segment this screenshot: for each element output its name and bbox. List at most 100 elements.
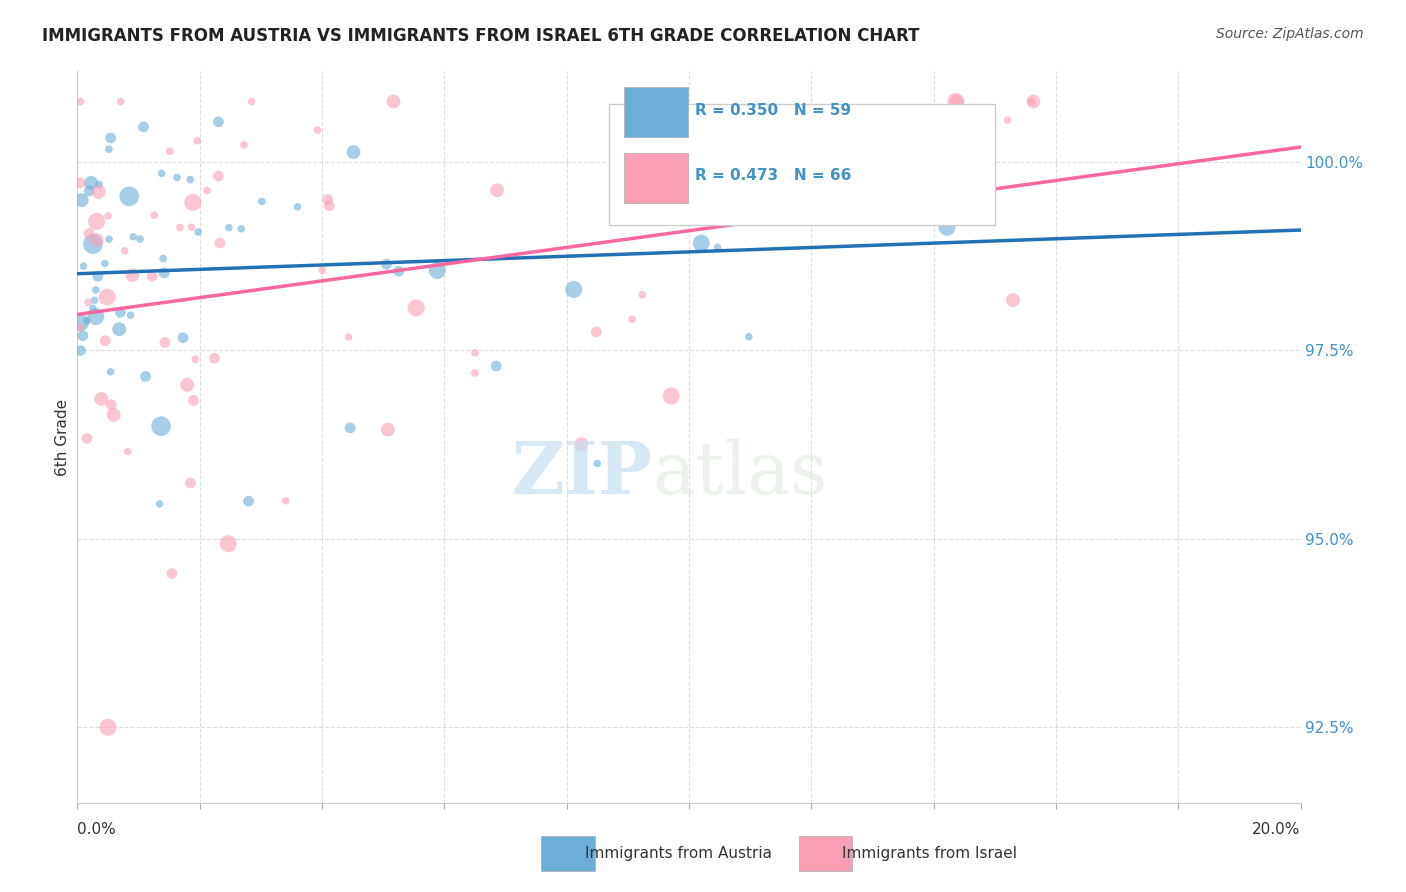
Point [100, 131, 122, 145]
Point [426, 263, 449, 277]
Point [195, 184, 218, 198]
Point [218, 220, 240, 235]
Point [586, 457, 609, 471]
Point [204, 351, 226, 366]
Point [121, 268, 143, 282]
Point [86, 233, 108, 247]
Point [997, 113, 1019, 128]
Point [318, 199, 340, 213]
Point [217, 537, 239, 551]
Text: Immigrants from Austria: Immigrants from Austria [585, 847, 772, 861]
Text: R = 0.473   N = 66: R = 0.473 N = 66 [695, 169, 852, 184]
Point [945, 95, 967, 109]
Point [143, 208, 166, 222]
Text: 20.0%: 20.0% [1253, 822, 1301, 837]
Point [846, 168, 869, 182]
Point [135, 369, 157, 384]
Point [100, 365, 122, 379]
Text: 0.0%: 0.0% [77, 822, 117, 837]
Point [485, 359, 508, 373]
Point [464, 346, 486, 360]
Point [149, 497, 172, 511]
Point [631, 288, 654, 302]
Point [585, 325, 607, 339]
Point [184, 352, 207, 367]
Point [114, 244, 136, 258]
FancyBboxPatch shape [609, 104, 995, 225]
Point [150, 419, 173, 434]
Point [110, 305, 132, 319]
Point [172, 331, 194, 345]
Point [250, 194, 273, 209]
Point [159, 144, 181, 158]
Point [90, 392, 112, 406]
Point [176, 377, 198, 392]
Point [936, 220, 959, 235]
Point [405, 301, 427, 315]
Point [166, 170, 188, 185]
Point [233, 138, 256, 153]
Point [129, 232, 152, 246]
Point [77, 184, 100, 198]
Point [152, 252, 174, 266]
Point [183, 393, 205, 408]
Point [377, 423, 399, 437]
Point [187, 225, 209, 239]
Text: R = 0.350   N = 59: R = 0.350 N = 59 [695, 103, 851, 118]
Point [738, 330, 761, 344]
Text: Source: ZipAtlas.com: Source: ZipAtlas.com [1216, 27, 1364, 41]
Point [179, 475, 201, 490]
Point [76, 432, 98, 446]
Point [72, 328, 94, 343]
Point [141, 269, 163, 284]
Point [100, 398, 122, 412]
Point [83, 293, 105, 308]
Point [97, 142, 120, 156]
Point [69, 176, 91, 190]
Point [186, 134, 208, 148]
Point [98, 232, 121, 246]
Point [84, 310, 107, 324]
Point [274, 493, 297, 508]
Point [122, 229, 145, 244]
Point [569, 437, 592, 451]
Point [153, 266, 176, 280]
Point [1001, 293, 1024, 307]
Point [307, 123, 329, 137]
Point [69, 95, 91, 109]
Point [464, 366, 486, 380]
Point [80, 176, 103, 190]
Point [117, 444, 139, 458]
Point [562, 283, 585, 297]
Point [82, 237, 104, 252]
Point [97, 209, 120, 223]
Point [169, 220, 191, 235]
Point [946, 95, 969, 109]
Point [1021, 95, 1043, 109]
Point [94, 334, 117, 348]
Point [132, 120, 155, 134]
Point [841, 199, 863, 213]
Point [388, 264, 411, 278]
Point [337, 330, 360, 344]
Point [150, 166, 173, 180]
Point [96, 290, 118, 304]
Text: Immigrants from Israel: Immigrants from Israel [842, 847, 1017, 861]
Point [94, 256, 117, 270]
Point [208, 235, 231, 250]
Point [287, 200, 309, 214]
Point [179, 172, 201, 186]
Point [965, 153, 987, 167]
Y-axis label: 6th Grade: 6th Grade [55, 399, 70, 475]
Point [153, 335, 176, 350]
FancyBboxPatch shape [624, 87, 688, 137]
Point [118, 189, 141, 203]
Point [181, 195, 204, 210]
Point [659, 389, 682, 403]
Point [97, 720, 120, 734]
Point [920, 205, 942, 219]
Point [89, 178, 111, 192]
Point [621, 312, 644, 326]
Point [706, 240, 728, 254]
Text: atlas: atlas [652, 438, 828, 509]
